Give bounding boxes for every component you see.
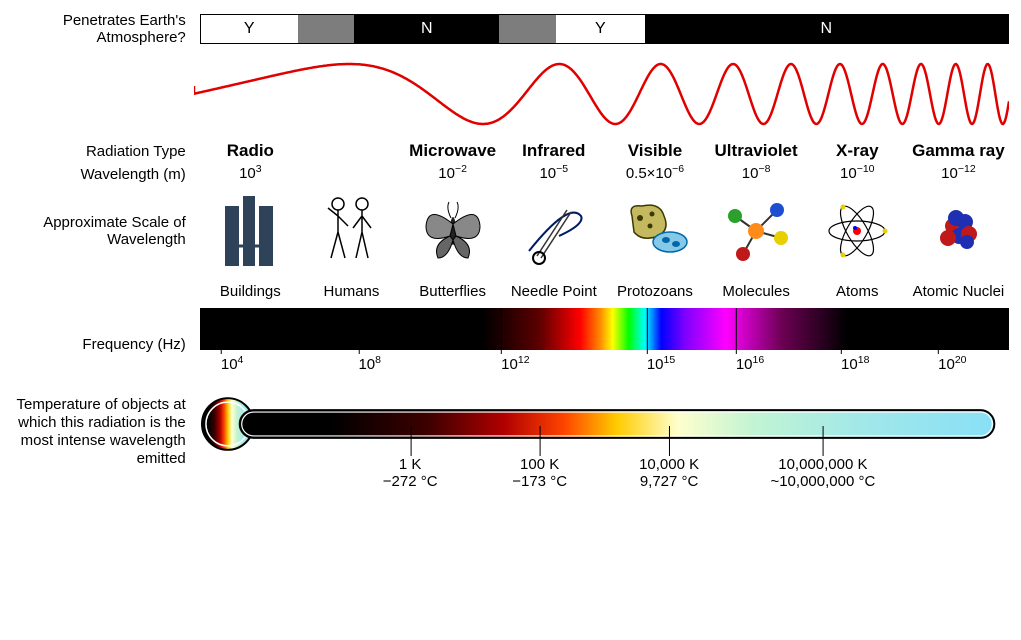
- penetration-row: Penetrates Earth's Atmosphere? YNYN: [12, 12, 1009, 47]
- radiation-type: Radio: [227, 141, 274, 161]
- radiation-type: Infrared: [522, 141, 585, 161]
- wavelength-label: Wavelength (m): [12, 166, 186, 183]
- wavelength-value: 0.5×10−6: [626, 163, 684, 182]
- wavelength-value: 10−10: [840, 163, 875, 182]
- wave-row: [12, 55, 1009, 133]
- radiation-type-label: Radiation Type: [12, 143, 186, 160]
- penetration-segment: [298, 15, 355, 43]
- frequency-tick: 1016: [736, 354, 764, 373]
- temperature-row: Temperature of objects at which this rad…: [12, 396, 1009, 496]
- radiation-type: Ultraviolet: [715, 141, 798, 161]
- penetration-bar: YNYN: [200, 14, 1009, 44]
- wavelength-value: 10−5: [539, 163, 568, 182]
- scale-icon-butterfly: [402, 191, 503, 271]
- radiation-type-row: Radiation Type Wavelength (m) Radio 103 M…: [12, 141, 1009, 184]
- scale-icon-humans: [301, 191, 402, 271]
- spectrum-column: Visible 0.5×10−6: [604, 141, 705, 182]
- scale-icon-protozoan: [604, 191, 705, 271]
- temperature-tick: 10,000 K9,727 °C: [639, 456, 699, 490]
- radiation-type: Visible: [628, 141, 683, 161]
- scale-name: Atoms: [807, 283, 908, 300]
- scale-icon-molecule: [706, 191, 807, 271]
- frequency-tick: 1012: [501, 354, 529, 373]
- wavelength-value: 10−8: [742, 163, 771, 182]
- frequency-bar: [200, 308, 1009, 350]
- temperature-tick: 10,000,000 K~10,000,000 °C: [770, 456, 875, 490]
- frequency-tick: 1018: [841, 354, 869, 373]
- penetration-segment: N: [354, 15, 499, 43]
- scale-name: Butterflies: [402, 283, 503, 300]
- scale-label: Approximate Scale of Wavelength: [12, 214, 200, 249]
- frequency-tick: 1020: [938, 354, 966, 373]
- spectrum-column: Microwave 10−2: [402, 141, 503, 182]
- wavelength-value: [349, 143, 353, 160]
- scale-icon-atom: [807, 191, 908, 271]
- scale-icon-buildings: [200, 191, 301, 271]
- temperature-label: Temperature of objects at which this rad…: [12, 396, 200, 468]
- spectrum-column: [301, 141, 402, 182]
- spectrum-column: Infrared 10−5: [503, 141, 604, 182]
- wavelength-value: 10−12: [941, 163, 976, 182]
- spectrum-column: Gamma ray 10−12: [908, 141, 1009, 182]
- radiation-type: Microwave: [409, 141, 496, 161]
- radiation-type: X-ray: [836, 141, 879, 161]
- wavelength-value: 103: [239, 163, 262, 182]
- frequency-row: Frequency (Hz) 104 108 1012 1015 1016 1018 102…: [12, 308, 1009, 382]
- penetration-label: Penetrates Earth's Atmosphere?: [12, 12, 200, 47]
- scale-icon-nuclei: [908, 191, 1009, 271]
- penetration-segment: Y: [201, 15, 298, 43]
- spectrum-column: Radio 103: [200, 141, 301, 182]
- temperature-tick: 100 K−173 °C: [512, 456, 567, 490]
- thermometer: [200, 396, 1009, 452]
- penetration-segment: Y: [556, 15, 645, 43]
- wavelength-value: 10−2: [438, 163, 467, 182]
- penetration-segment: [499, 15, 556, 43]
- temperature-tick: 1 K−272 °C: [383, 456, 438, 490]
- scale-name: Molecules: [706, 283, 807, 300]
- scale-icon-needle: [503, 191, 604, 271]
- spectrum-column: Ultraviolet 10−8: [706, 141, 807, 182]
- scale-name: Humans: [301, 283, 402, 300]
- penetration-segment: N: [645, 15, 1008, 43]
- frequency-label: Frequency (Hz): [12, 336, 200, 353]
- spectrum-column: X-ray 10−10: [807, 141, 908, 182]
- wave-diagram: [194, 55, 1009, 133]
- scale-name: Protozoans: [604, 283, 705, 300]
- scale-name: Atomic Nuclei: [908, 283, 1009, 300]
- frequency-tick: 108: [358, 354, 381, 373]
- frequency-tick: 104: [221, 354, 244, 373]
- radiation-type: Gamma ray: [912, 141, 1005, 161]
- scale-row: Approximate Scale of Wavelength: [12, 191, 1009, 271]
- scale-names-row: BuildingsHumansButterfliesNeedle PointPr…: [12, 279, 1009, 300]
- frequency-tick: 1015: [647, 354, 675, 373]
- scale-name: Needle Point: [503, 283, 604, 300]
- scale-name: Buildings: [200, 283, 301, 300]
